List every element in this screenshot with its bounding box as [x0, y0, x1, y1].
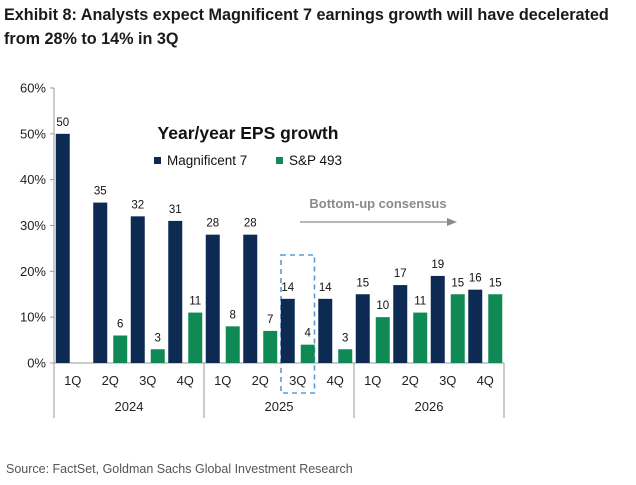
data-label-sp-493: 3: [342, 332, 348, 344]
x-tick-label: 2Q: [252, 373, 269, 388]
x-group-label-2025: 2025: [265, 399, 294, 414]
data-label-sp-493: 15: [451, 277, 464, 289]
bar-sp-493: [413, 312, 428, 363]
data-label-magnificent-7: 28: [206, 218, 219, 230]
data-label-sp-493: 11: [414, 296, 426, 308]
y-tick-label: 30%: [20, 218, 46, 233]
bar-magnificent-7: [130, 216, 145, 363]
source-note: Source: FactSet, Goldman Sachs Global In…: [6, 462, 353, 476]
y-tick-label: 0%: [27, 356, 46, 371]
data-label-magnificent-7: 32: [131, 199, 144, 211]
y-tick-label: 50%: [20, 126, 46, 141]
data-label-sp-493: 15: [489, 277, 502, 289]
x-tick-label: 1Q: [64, 373, 81, 388]
data-label-sp-493: 10: [376, 300, 389, 312]
y-tick-label: 20%: [20, 264, 46, 279]
x-tick-label: 2Q: [102, 373, 119, 388]
bar-magnificent-7: [55, 133, 70, 363]
bar-magnificent-7: [430, 275, 445, 363]
x-tick-label: 3Q: [139, 373, 156, 388]
legend-swatch-magnificent-7: [154, 157, 161, 164]
bar-sp-493: [338, 349, 353, 363]
bar-magnificent-7: [318, 298, 333, 363]
data-label-sp-493: 11: [189, 296, 201, 308]
data-label-magnificent-7: 16: [469, 273, 482, 285]
legend-label-magnificent-7: Magnificent 7: [167, 153, 247, 168]
data-label-magnificent-7: 50: [56, 117, 69, 129]
data-label-magnificent-7: 35: [94, 186, 107, 198]
bar-magnificent-7: [468, 289, 483, 363]
legend-swatch-sp-493: [276, 157, 283, 164]
bar-magnificent-7: [393, 285, 408, 363]
x-tick-label: 3Q: [289, 373, 306, 388]
bar-sp-493: [488, 294, 503, 363]
bar-magnificent-7: [355, 294, 370, 363]
data-label-magnificent-7: 19: [431, 259, 444, 271]
x-tick-label: 1Q: [364, 373, 381, 388]
data-label-sp-493: 3: [155, 332, 161, 344]
y-tick-label: 40%: [20, 172, 46, 187]
legend-label-sp-493: S&P 493: [289, 153, 342, 168]
data-label-sp-493: 7: [267, 314, 273, 326]
x-tick-label: 4Q: [177, 373, 194, 388]
bar-sp-493: [150, 349, 165, 363]
bar-magnificent-7: [93, 202, 108, 363]
data-label-magnificent-7: 17: [394, 268, 407, 280]
bar-sp-493: [225, 326, 240, 363]
bar-magnificent-7: [280, 298, 295, 363]
data-label-sp-493: 6: [117, 319, 123, 331]
bar-sp-493: [263, 330, 278, 363]
bar-magnificent-7: [243, 234, 258, 363]
y-tick-label: 60%: [20, 81, 46, 96]
page-title: Exhibit 8: Analysts expect Magnificent 7…: [4, 6, 609, 48]
x-group-label-2024: 2024: [115, 399, 144, 414]
data-label-magnificent-7: 15: [356, 277, 369, 289]
data-label-magnificent-7: 14: [319, 282, 332, 294]
bar-sp-493: [300, 344, 315, 363]
x-tick-label: 4Q: [477, 373, 494, 388]
bar-sp-493: [113, 335, 128, 363]
bar-sp-493: [450, 294, 465, 363]
bar-magnificent-7: [205, 234, 220, 363]
annotation-bottom-up-consensus: Bottom-up consensus: [309, 196, 446, 211]
x-group-label-2026: 2026: [415, 399, 444, 414]
data-label-magnificent-7: 28: [244, 218, 257, 230]
bar-magnificent-7: [168, 220, 183, 363]
data-label-magnificent-7: 14: [281, 282, 294, 294]
x-tick-label: 4Q: [327, 373, 344, 388]
x-tick-label: 1Q: [214, 373, 231, 388]
bar-sp-493: [188, 312, 203, 363]
annotation-arrow-head: [447, 218, 457, 226]
chart-title: Year/year EPS growth: [158, 123, 339, 143]
y-tick-label: 10%: [20, 310, 46, 325]
bar-sp-493: [375, 317, 390, 363]
data-label-sp-493: 4: [305, 328, 312, 340]
x-tick-label: 2Q: [402, 373, 419, 388]
data-label-magnificent-7: 31: [169, 204, 182, 216]
data-label-sp-493: 8: [230, 309, 236, 321]
x-tick-label: 3Q: [439, 373, 456, 388]
